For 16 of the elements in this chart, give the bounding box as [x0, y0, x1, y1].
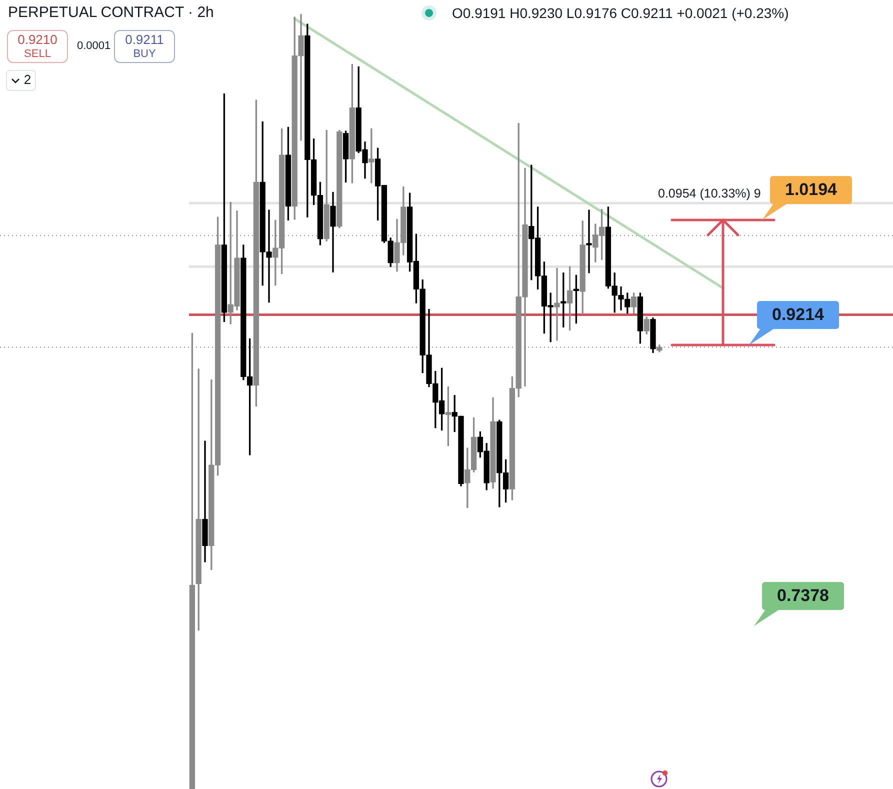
candlestick	[330, 192, 336, 272]
text: SELL	[24, 48, 51, 60]
annotation: 0.0954 (10.33%) 9	[658, 186, 761, 200]
annotation: O0.9191 H0.9230 L0.9176 C0.9211 +0.0021 (+0.23%)	[452, 5, 789, 21]
text: 2	[24, 72, 32, 88]
chart-title: PERPETUAL CONTRACT · 2h	[8, 4, 214, 21]
candlestick	[202, 440, 208, 562]
annotation: 0.7378	[777, 586, 829, 606]
candlestick	[554, 268, 560, 341]
annotation: 0.9214	[772, 305, 824, 325]
text: 0.9211	[125, 32, 164, 48]
candlestick	[586, 210, 592, 274]
annotation: 1.0194	[785, 180, 837, 200]
text: BUY	[133, 48, 156, 60]
text: 0.9210	[18, 32, 58, 48]
text: 0.0001	[77, 40, 111, 52]
